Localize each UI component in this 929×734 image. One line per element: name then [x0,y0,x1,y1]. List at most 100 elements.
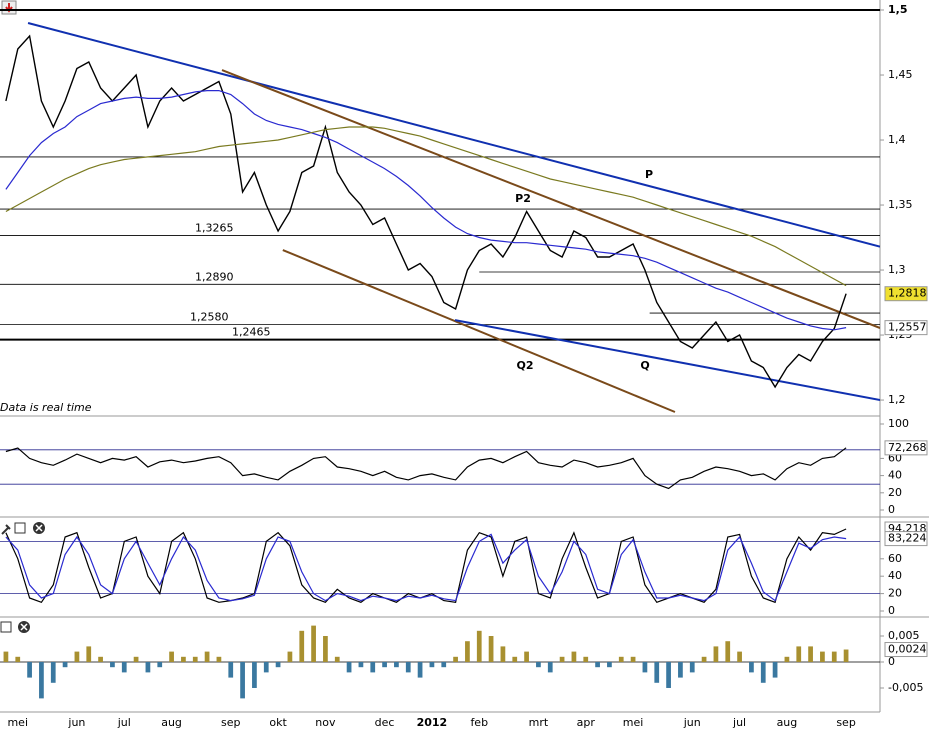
x-tick-label: sep [836,716,855,729]
bar [559,656,565,662]
bar [701,656,707,662]
bar [654,661,660,683]
y-tick-label: 1,35 [888,198,913,211]
bar [15,656,21,662]
bar [784,656,790,662]
bar [157,661,163,668]
bar [169,651,174,662]
x-tick-label: 2012 [417,716,448,729]
bar [689,661,695,673]
window-icon[interactable] [14,522,26,534]
menu-icon[interactable] [1,0,17,15]
bar [3,651,9,662]
bar [263,661,269,673]
y-tick-label: 20 [888,486,902,499]
bar [607,661,612,668]
series-line [5,126,847,287]
bar [796,646,802,662]
series-line [5,533,847,602]
bar [394,661,399,668]
bar [181,656,186,662]
bar [524,651,529,662]
y-tick-label: 1,2 [888,393,906,406]
bar [346,661,352,673]
value-marker-label: 1,2818 [888,287,927,300]
x-tick-label: jul [732,716,746,729]
close-cross[interactable] [35,524,43,532]
bar [311,625,316,662]
bar [287,651,293,662]
x-tick-label: mrt [529,716,549,729]
value-marker-label: 1,2557 [888,321,927,334]
y-tick-label: 40 [888,569,902,582]
bar [547,661,553,673]
bar [216,656,222,662]
bar [749,661,754,673]
bar [299,630,305,662]
y-tick-label: 1,45 [888,68,913,81]
bar [465,641,470,662]
trend-line [282,249,676,413]
y-tick-label: 100 [888,417,909,430]
bar [74,651,80,662]
y-tick-label: 20 [888,587,902,600]
bar [630,656,636,662]
bar [204,651,210,662]
bar [618,656,624,662]
bar [145,661,151,673]
bar [843,649,849,662]
window-icon[interactable] [0,621,12,633]
bar [417,661,423,678]
bar [772,661,778,678]
y-tick-label: 40 [888,469,902,482]
bar [405,661,411,673]
value-marker-label: 83,224 [888,532,927,545]
note: Data is real time [0,401,92,414]
wrench-icon[interactable] [1,524,11,535]
bar [358,661,364,668]
x-tick-label: feb [470,716,488,729]
y-tick-label: 0 [888,503,895,516]
bar [713,646,719,662]
x-tick-label: aug [777,716,798,729]
bar [86,646,92,662]
x-tick-label: okt [269,716,287,729]
panel-tools[interactable] [1,522,45,535]
bar [820,651,825,662]
x-tick-label: sep [221,716,240,729]
x-tick-label: jun [683,716,701,729]
bar [666,661,671,688]
bar [441,661,447,668]
y-tick-label: 0,005 [888,629,920,642]
bar [382,661,387,668]
bar [583,656,589,662]
value-marker-label: 72,268 [888,441,927,454]
bar [323,636,328,662]
y-tick-label: 0 [888,604,895,617]
panel [0,625,880,699]
value-marker [884,642,928,658]
bar [110,661,115,668]
y-tick-label: 1,5 [888,3,908,16]
bar [50,661,56,683]
y-tick-label: 0 [888,655,895,668]
close-cross[interactable] [20,623,28,631]
bar [39,661,44,699]
trend-line-label: P [645,168,653,181]
bar [334,656,340,662]
bar [595,661,600,668]
panel [0,447,880,490]
series-line [5,90,847,331]
bar [62,661,68,668]
x-tick-label: jun [67,716,85,729]
x-tick-label: dec [375,716,395,729]
horizontal-line-label: 1,2465 [232,326,271,339]
panel-tools[interactable] [0,621,30,633]
trend-line-label: Q [640,359,649,372]
bar [228,661,234,678]
bar [252,661,257,688]
trend-line [454,319,880,402]
bar [476,630,482,662]
